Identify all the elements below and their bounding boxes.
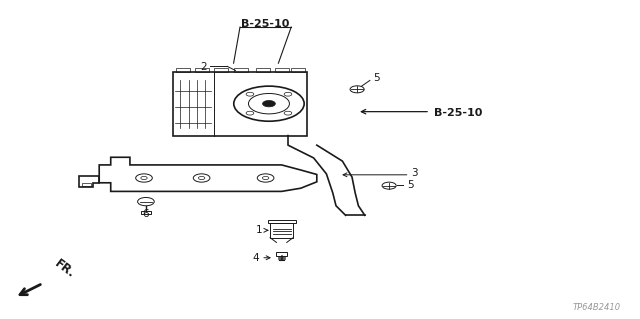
Bar [270,223,293,238]
Text: B-25-10: B-25-10 [434,108,483,118]
Text: 6: 6 [143,209,149,219]
Bar [176,68,190,72]
Bar [234,68,248,72]
Bar [195,68,209,72]
Bar [214,68,228,72]
Text: 3: 3 [412,168,418,178]
Bar [291,68,305,72]
Bar [268,220,296,223]
Text: FR.: FR. [52,257,77,281]
Bar [275,68,289,72]
Text: 5: 5 [408,180,414,190]
Bar [256,68,270,72]
Bar [173,72,307,136]
Text: 2: 2 [200,62,207,72]
Text: B-25-10: B-25-10 [241,19,290,29]
Bar [82,183,91,186]
Text: 4: 4 [253,253,259,263]
Circle shape [262,100,275,107]
Text: 5: 5 [373,73,380,83]
Bar [276,252,287,256]
Text: 1: 1 [256,225,262,235]
Bar [141,211,151,214]
Text: TP64B2410: TP64B2410 [573,303,621,312]
